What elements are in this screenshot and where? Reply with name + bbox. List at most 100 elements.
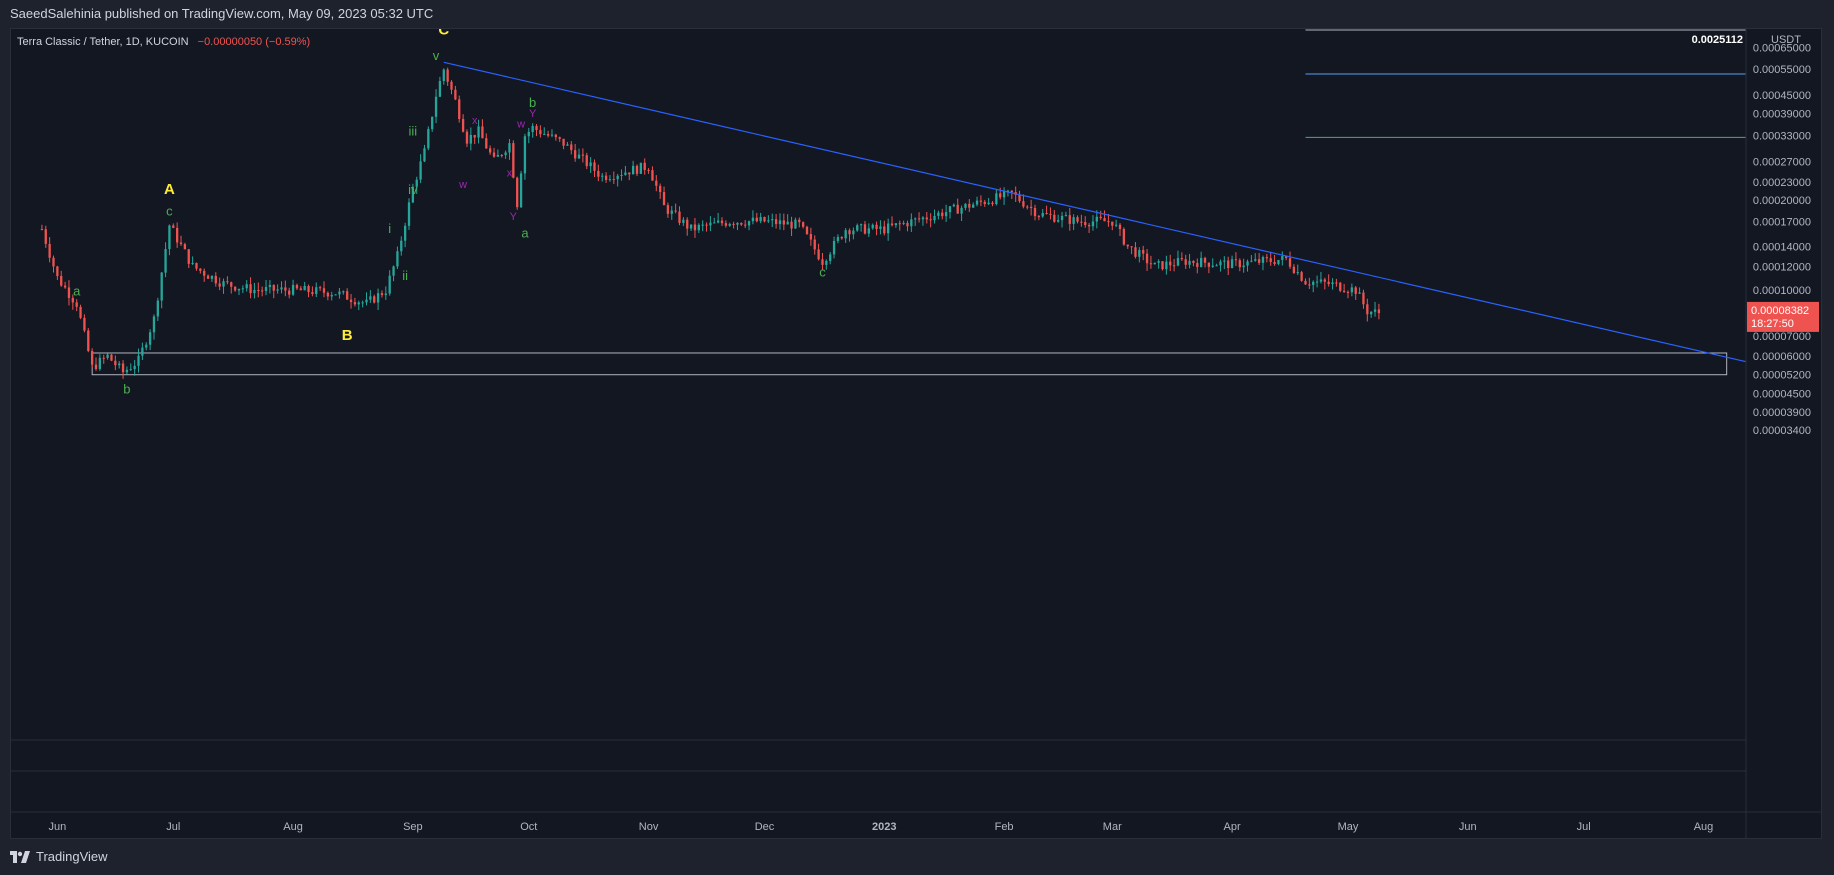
candle-body (1285, 256, 1288, 259)
candle-body (1265, 257, 1269, 259)
candle-body (44, 229, 47, 244)
candle-body (245, 284, 248, 289)
candle-body (106, 354, 109, 358)
candle-body (284, 287, 287, 291)
candle-body (794, 219, 797, 229)
candle-body (805, 226, 809, 235)
x-tick-label: Oct (520, 821, 537, 833)
candle-body (1211, 265, 1214, 267)
candle-body (388, 275, 391, 294)
candle-body (90, 351, 94, 365)
candle-body (488, 148, 492, 153)
y-tick-label: 0.00033000 (1753, 130, 1811, 142)
x-tick-label: Aug (1694, 821, 1714, 833)
candle-body (1238, 260, 1241, 268)
chart-legend: Terra Classic / Tether, 1D, KUCOIN −0.00… (17, 36, 310, 48)
candle-body (218, 283, 221, 287)
candle-body (276, 289, 279, 291)
y-tick-label: 0.00027000 (1753, 156, 1811, 168)
candle-body (1107, 221, 1110, 223)
wave-label: a (73, 283, 81, 298)
candle-body (1002, 190, 1006, 198)
candle-body (52, 257, 55, 267)
candle-body (156, 300, 159, 317)
candle-body (299, 288, 302, 291)
candle-body (75, 302, 78, 307)
candle-body (160, 272, 163, 301)
candle-body (222, 281, 225, 287)
candle-body (1281, 256, 1284, 260)
candle-body (233, 286, 237, 291)
candle-body (118, 363, 121, 366)
candle-body (1142, 250, 1145, 254)
x-tick-label: Jul (1577, 821, 1591, 833)
candle-body (1315, 281, 1319, 283)
candle-body (214, 275, 217, 284)
x-tick-label: Apr (1224, 821, 1241, 833)
wave-label: w (458, 179, 467, 191)
candle-body (67, 287, 71, 298)
candle-body (624, 172, 627, 175)
candle-body (261, 290, 264, 292)
candle-body (1354, 287, 1357, 294)
candle-body (133, 365, 136, 370)
candle-body (129, 369, 132, 371)
candle-body (744, 224, 747, 226)
candle-body (562, 138, 565, 146)
candle-body (1207, 262, 1211, 267)
candle-body (1203, 257, 1207, 263)
candle-body (1006, 190, 1010, 192)
candle-body (1246, 261, 1249, 266)
candle-body (1288, 258, 1292, 267)
candle-body (1312, 281, 1315, 285)
candle-body (1273, 261, 1276, 264)
candle-body (674, 210, 677, 212)
candle-body (1323, 279, 1326, 282)
candle-body (195, 262, 198, 269)
candle-body (670, 210, 673, 214)
candle-body (1161, 261, 1164, 270)
candle-body (589, 162, 592, 167)
candle-body (121, 363, 125, 373)
candle-body (342, 291, 345, 293)
wave-label: Y (510, 211, 518, 223)
candle-body (523, 136, 527, 174)
candle-body (1242, 265, 1245, 268)
top-price-label: 0.0025112 (1692, 34, 1743, 46)
candle-body (798, 219, 801, 223)
wave-label: c (166, 203, 173, 218)
candle-body (1234, 259, 1238, 261)
candle-body (492, 152, 496, 157)
candle-body (1145, 253, 1149, 264)
candle-body (1091, 221, 1095, 227)
candle-body (94, 364, 98, 369)
candle-body (257, 290, 260, 292)
candle-body (751, 217, 755, 222)
last-price-badge (1747, 301, 1819, 332)
candle-body (628, 172, 631, 175)
candle-body (964, 203, 967, 208)
candle-body (496, 154, 500, 157)
candle-body (191, 262, 194, 264)
x-tick-label: Mar (1103, 821, 1122, 833)
candle-body (1026, 206, 1029, 208)
candle-body (968, 203, 971, 208)
candle-body (427, 129, 430, 149)
candle-body (1304, 280, 1307, 285)
candle-body (1022, 201, 1025, 207)
candle-body (713, 222, 716, 224)
candle-body (995, 193, 998, 205)
candle-body (63, 285, 67, 288)
candle-body (856, 225, 859, 231)
resistance-trendline[interactable] (443, 61, 1747, 363)
tradingview-logo[interactable]: TradingView (10, 849, 108, 864)
candle-body (369, 296, 372, 300)
candle-body (1377, 309, 1381, 314)
candles-layer (40, 67, 1381, 379)
candle-body (848, 230, 851, 235)
candle-body (898, 223, 901, 225)
y-tick-label: 0.00005200 (1753, 370, 1811, 382)
candle-body (1076, 217, 1079, 222)
